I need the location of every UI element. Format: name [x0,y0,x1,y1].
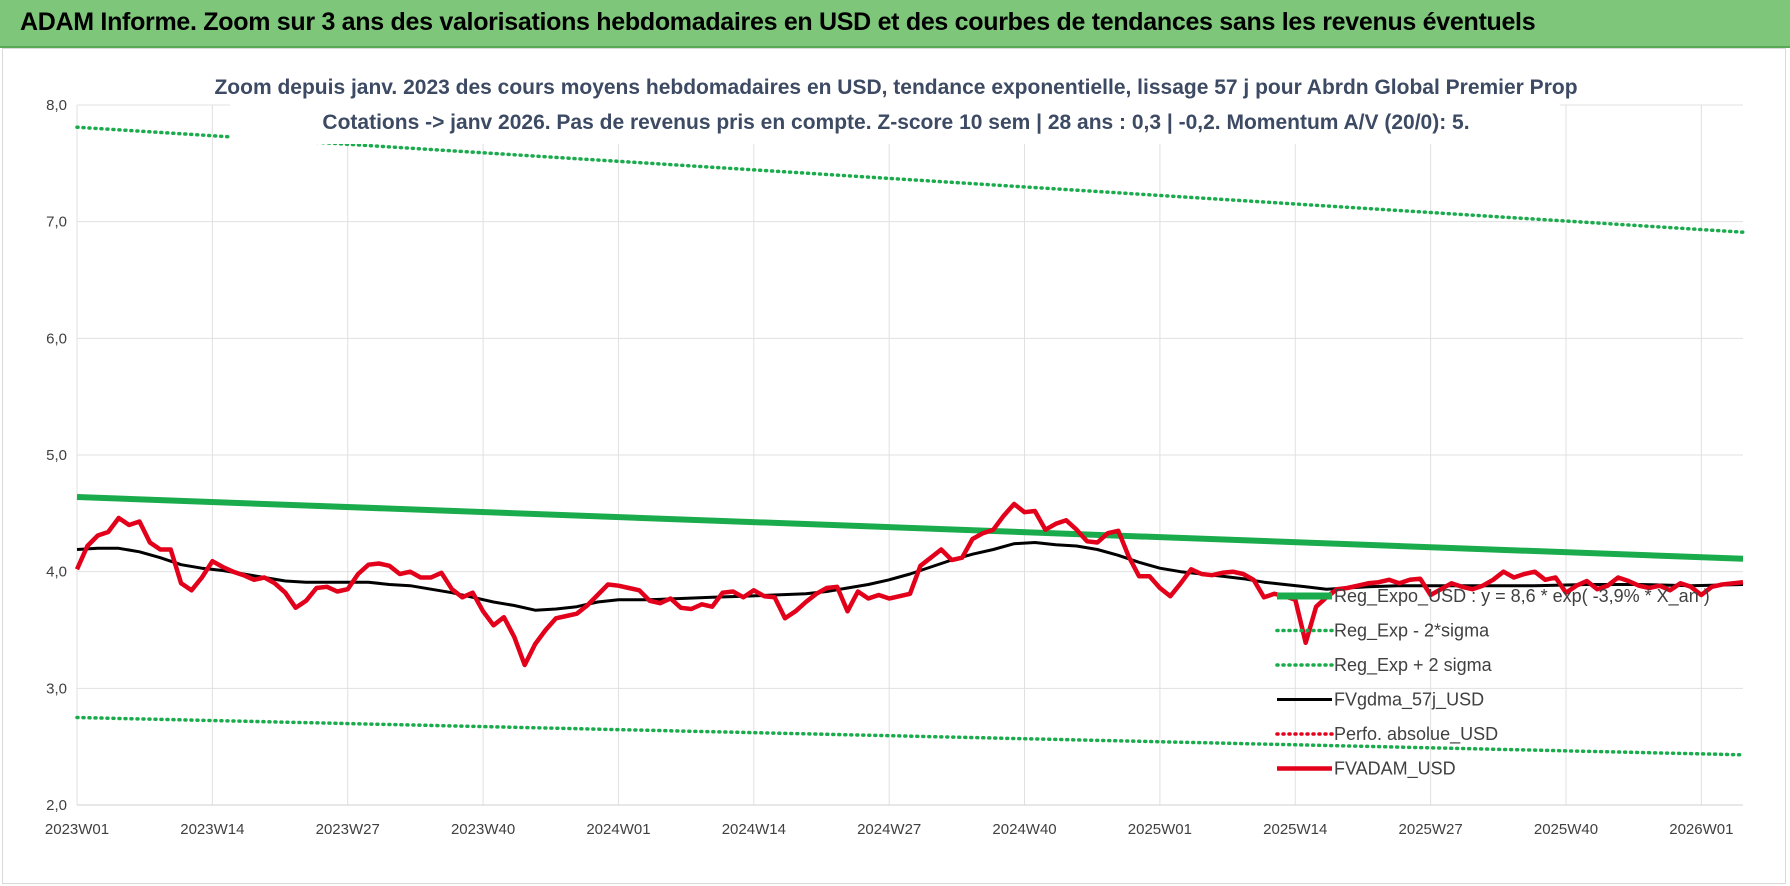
chart-title-line-1: Zoom depuis janv. 2023 des cours moyens … [214,76,1577,99]
x-tick-label: 2024W14 [722,821,786,838]
y-tick-label: 4,0 [46,564,67,581]
series-line-0 [76,494,1744,562]
series-line-2 [75,125,1745,234]
series-layer [74,125,1745,757]
series-line-1 [75,715,1745,757]
x-tick-label: 2023W14 [180,821,244,838]
legend-label-4: Perfo. absolue_USD [1334,724,1498,745]
x-tick-label: 2025W14 [1263,821,1327,838]
series-line-5 [74,501,1744,668]
x-tick-label: 2025W40 [1534,821,1598,838]
chart-frame [2,48,1786,884]
header-banner: ADAM Informe. Zoom sur 3 ans des valoris… [0,0,1790,48]
legend-label-2: Reg_Exp + 2 sigma [1334,655,1493,676]
x-tick-label: 2026W01 [1669,821,1733,838]
header-title: ADAM Informe. Zoom sur 3 ans des valoris… [20,8,1536,36]
x-tick-label: 2024W27 [857,821,921,838]
y-tick-label: 3,0 [46,680,67,697]
y-tick-label: 7,0 [46,214,67,231]
x-tick-label: 2024W01 [586,821,650,838]
x-tick-label: 2023W40 [451,821,515,838]
y-tick-label: 2,0 [46,797,67,814]
legend: Reg_Expo_USD : y = 8,6 * exp( -3,9% * X_… [1275,586,1710,780]
y-tick-label: 5,0 [46,447,67,464]
title-background [230,76,1560,144]
y-axis-ticks: 2,0 3,0 4,0 5,0 6,0 7,0 8,0 [46,97,67,814]
legend-label-5: FVADAM_USD [1334,759,1456,780]
chart-title-line-2: Cotations -> janv 2026. Pas de revenus p… [322,111,1469,134]
y-tick-label: 8,0 [46,97,67,114]
x-tick-label: 2025W01 [1128,821,1192,838]
y-tick-label: 6,0 [46,330,67,347]
x-axis-ticks: 2023W01 2023W14 2023W27 2023W40 2024W01 2024W… [45,821,1734,838]
x-tick-label: 2025W27 [1399,821,1463,838]
x-tick-label: 2024W40 [992,821,1056,838]
legend-label-1: Reg_Exp - 2*sigma [1334,621,1490,642]
x-tick-label: 2023W27 [316,821,380,838]
grid [76,104,1743,806]
legend-label-3: FVgdma_57j_USD [1334,690,1484,711]
legend-label-0: Reg_Expo_USD : y = 8,6 * exp( -3,9% * X_… [1334,586,1710,607]
x-tick-label: 2023W01 [45,821,109,838]
